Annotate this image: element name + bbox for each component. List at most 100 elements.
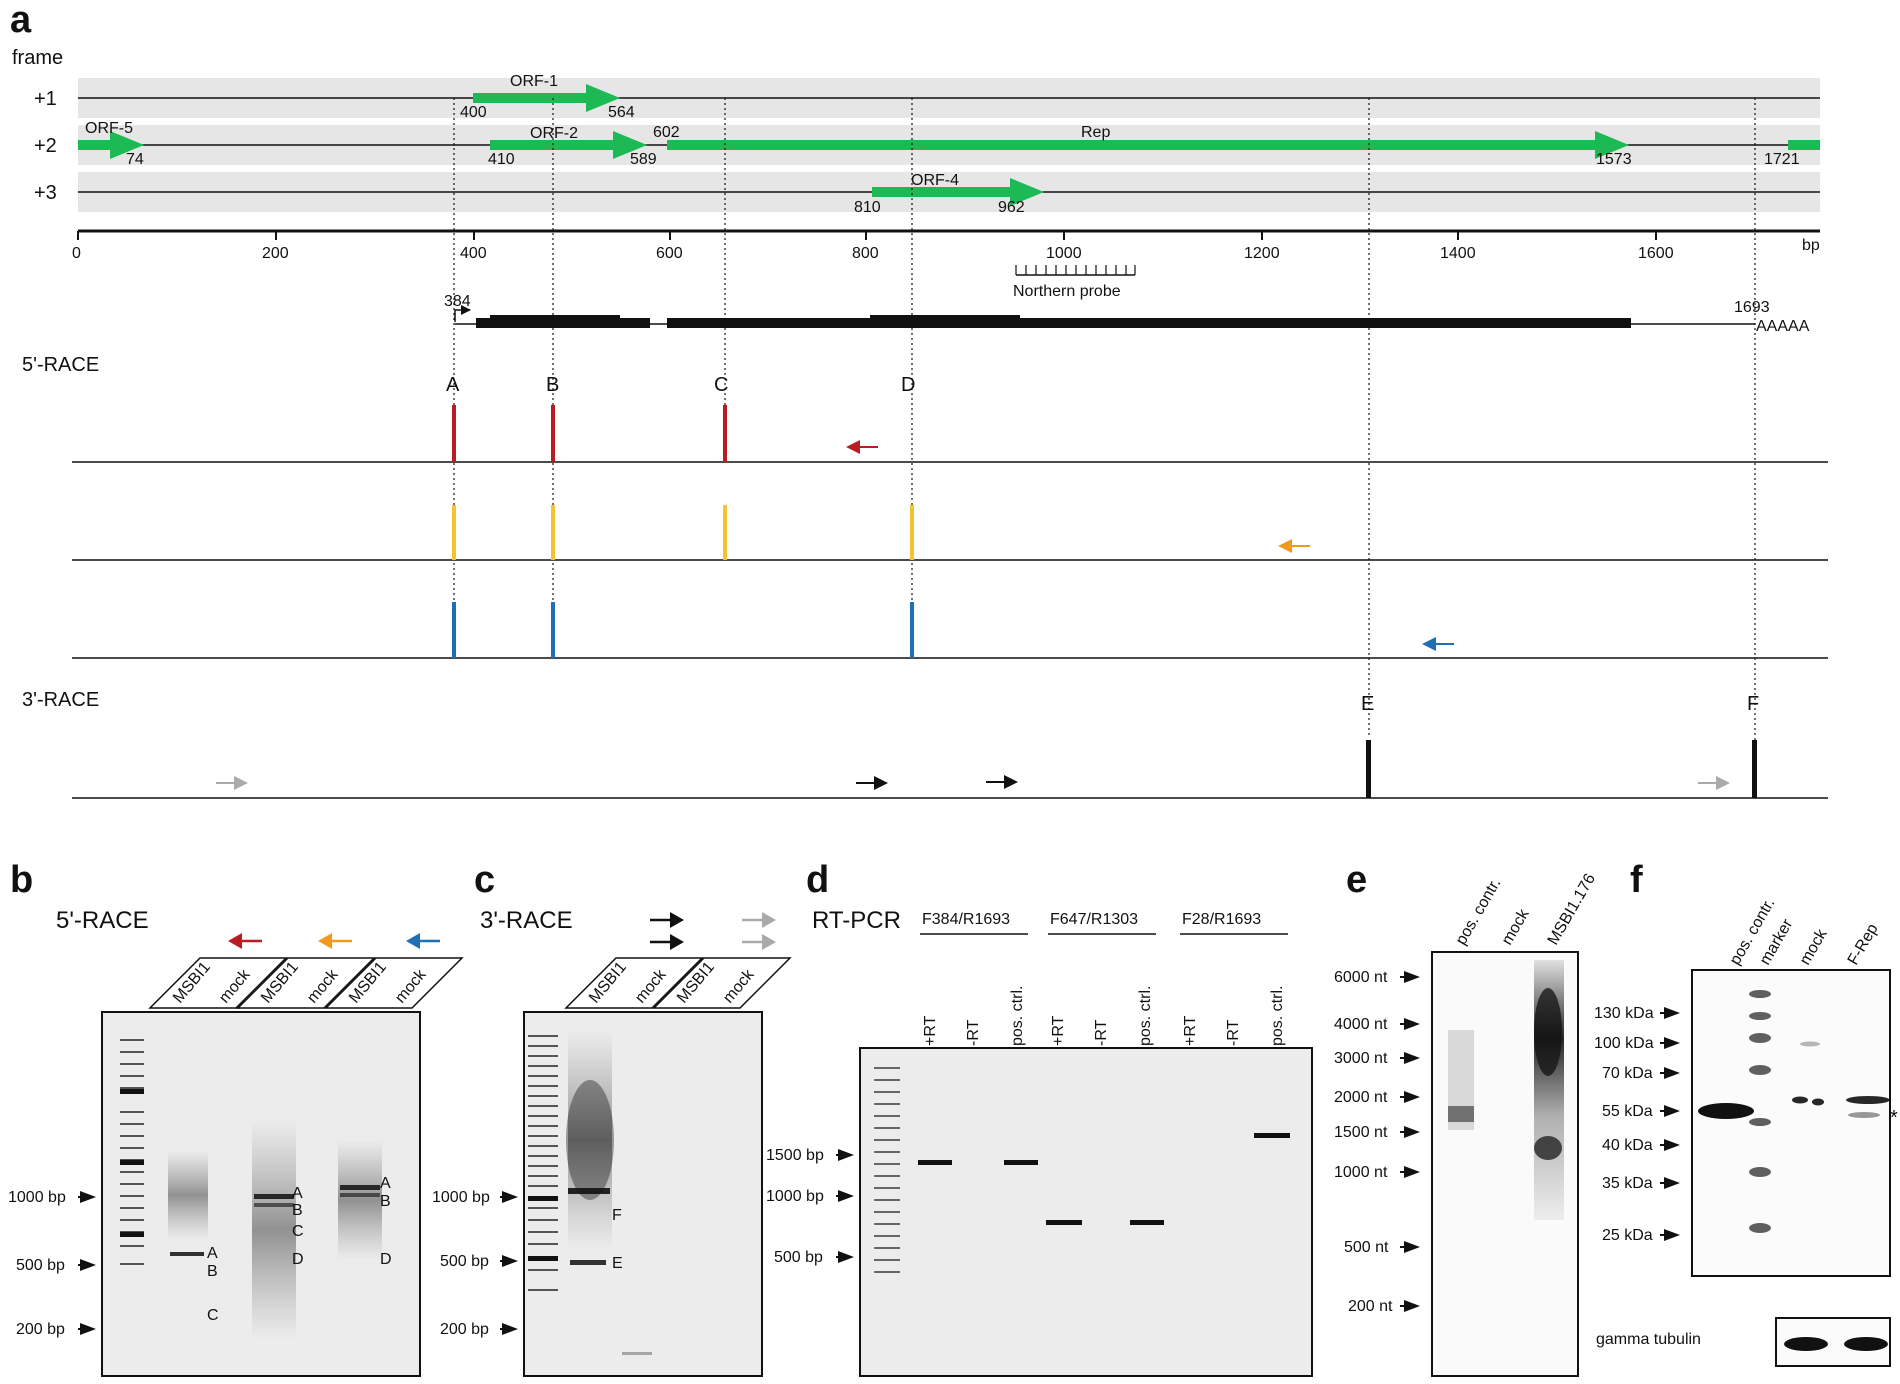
tick-1200: 1200 — [1244, 245, 1280, 262]
e-lane-posctr: pos. contr. — [1453, 876, 1505, 948]
panel-c-letter: c — [474, 859, 495, 901]
site-E-bar — [1366, 740, 1371, 798]
site-D: D — [901, 374, 915, 396]
panel-d: d RT-PCR F384/R1693 F647/R1303 F28/R1693… — [766, 859, 1313, 1377]
orf4-end: 962 — [998, 199, 1025, 216]
panel-c-ladder — [528, 1035, 558, 1291]
f-marker-130: 130 kDa — [1594, 1005, 1654, 1022]
orf4-arrow — [872, 178, 1044, 206]
b-marker-500: 500 bp — [16, 1257, 65, 1274]
tick-200: 200 — [262, 245, 289, 262]
d-g3-plusrt: +RT — [1182, 1015, 1199, 1046]
transcript-structure — [454, 305, 1755, 328]
axis-unit: bp — [1802, 237, 1820, 254]
b-lane3-smear — [252, 1120, 296, 1340]
b-lane1-band — [170, 1252, 204, 1256]
panel-b-letter: b — [10, 859, 33, 901]
blue-primer-arrow — [1422, 637, 1454, 651]
f-tubulin-mock — [1784, 1337, 1828, 1351]
panel-e-letter: e — [1346, 859, 1367, 901]
e-marker-4000: 4000 nt — [1334, 1016, 1388, 1033]
panel-d-title: RT-PCR — [812, 907, 901, 934]
b-l1-C: C — [207, 1307, 219, 1324]
e-marker-2000: 2000 nt — [1334, 1089, 1388, 1106]
f-marker-ladder — [1749, 990, 1771, 1233]
orf1-start: 400 — [460, 104, 487, 121]
b-l2-C: C — [292, 1223, 304, 1240]
ladder-band-strong-3 — [120, 1232, 144, 1237]
tick-0: 0 — [72, 245, 81, 262]
e-marker-3000: 3000 nt — [1334, 1050, 1388, 1067]
panel-c-gel — [523, 1011, 763, 1377]
black-primer-arrow-1 — [856, 776, 888, 790]
red-site-C — [723, 405, 727, 462]
yellow-site-D — [910, 505, 914, 560]
polya-tail: AAAAA — [1756, 318, 1810, 335]
panel-e: e pos. contr. mock MSBI1.176 6000 nt 400… — [1334, 859, 1599, 1377]
rep-end: 1573 — [1596, 151, 1632, 168]
f-lane-mock: mock — [1797, 926, 1831, 968]
blue-site-D — [910, 602, 914, 658]
panel-a: a frame +1 +2 +3 ORF-1 400 564 ORF-5 74 — [10, 0, 1828, 799]
d-g1-plusrt: +RT — [922, 1015, 939, 1046]
orf4-start: 810 — [854, 199, 881, 216]
orf2-label: ORF-2 — [530, 125, 578, 142]
f-marker-100: 100 kDa — [1594, 1035, 1654, 1052]
rep-extra: 1721 — [1764, 151, 1800, 168]
c-ladder-strong-1 — [528, 1196, 558, 1201]
c-lane1-smear — [568, 1030, 612, 1250]
ladder-band-strong-2 — [120, 1160, 144, 1165]
f-asterisk: * — [1890, 1107, 1898, 1129]
tick-1000: 1000 — [1046, 245, 1082, 262]
c-ladder-strong-2 — [528, 1256, 558, 1261]
panel-a-letter: a — [10, 0, 32, 41]
d-band-g3-posctrl — [1254, 1133, 1290, 1138]
panel-c-title: 3'-RACE — [480, 907, 573, 934]
d-g1-posctrl: pos. ctrl. — [1009, 986, 1026, 1046]
site-F-bar — [1752, 740, 1757, 798]
b-lane3-band-a — [254, 1194, 294, 1199]
d-band-g2-posctrl — [1130, 1220, 1164, 1225]
c-lane-mock-1: mock — [632, 966, 670, 1007]
d-band-g2-plusrt — [1046, 1220, 1082, 1225]
e-msbi-low-band — [1534, 1136, 1562, 1160]
panel-b-orange-arrow — [318, 933, 352, 949]
tick-800: 800 — [852, 245, 879, 262]
c-lane-mock-2: mock — [720, 966, 758, 1007]
transcript-end: 1693 — [1734, 299, 1770, 316]
rep-start: 602 — [653, 124, 680, 141]
northern-probe-label: Northern probe — [1013, 283, 1121, 300]
black-primer-arrow-2 — [986, 775, 1018, 789]
d-band-g1-posctrl — [1004, 1160, 1038, 1165]
gray-primer-arrow-right — [1698, 776, 1730, 790]
d-group-2: F647/R1303 — [1050, 911, 1138, 928]
rep-label: Rep — [1081, 124, 1110, 141]
f-frep-band — [1846, 1096, 1890, 1104]
f-marker-25: 25 kDa — [1602, 1227, 1653, 1244]
f-posctrl-band — [1698, 1103, 1754, 1119]
orf2-end: 589 — [630, 151, 657, 168]
b-lane-mock-2: mock — [304, 966, 342, 1007]
panel-b-title: 5'-RACE — [56, 907, 149, 934]
orf5-arrow — [78, 131, 144, 159]
f-marker-35: 35 kDa — [1602, 1175, 1653, 1192]
e-marker-1000: 1000 nt — [1334, 1164, 1388, 1181]
orf5-end: 74 — [126, 151, 144, 168]
c-marker-200: 200 bp — [440, 1321, 489, 1338]
panel-c-black-arrows — [650, 912, 684, 950]
e-posctrl-band — [1448, 1106, 1474, 1122]
f-marker-70: 70 kDa — [1602, 1065, 1653, 1082]
red-primer-arrow — [846, 440, 878, 454]
b-l2-A: A — [292, 1185, 303, 1202]
gray-primer-arrow-left — [216, 776, 248, 790]
d-marker-1000: 1000 bp — [766, 1188, 824, 1205]
d-g3-minusrt: -RT — [1225, 1019, 1242, 1046]
b-l1-B: B — [207, 1263, 218, 1280]
c-lane1-band-F — [568, 1188, 610, 1194]
b-l2-D: D — [292, 1251, 304, 1268]
d-g3-posctrl: pos. ctrl. — [1269, 986, 1286, 1046]
d-marker-1500: 1500 bp — [766, 1147, 824, 1164]
guide-lines — [453, 98, 1756, 740]
orf5-label: ORF-5 — [85, 120, 133, 137]
